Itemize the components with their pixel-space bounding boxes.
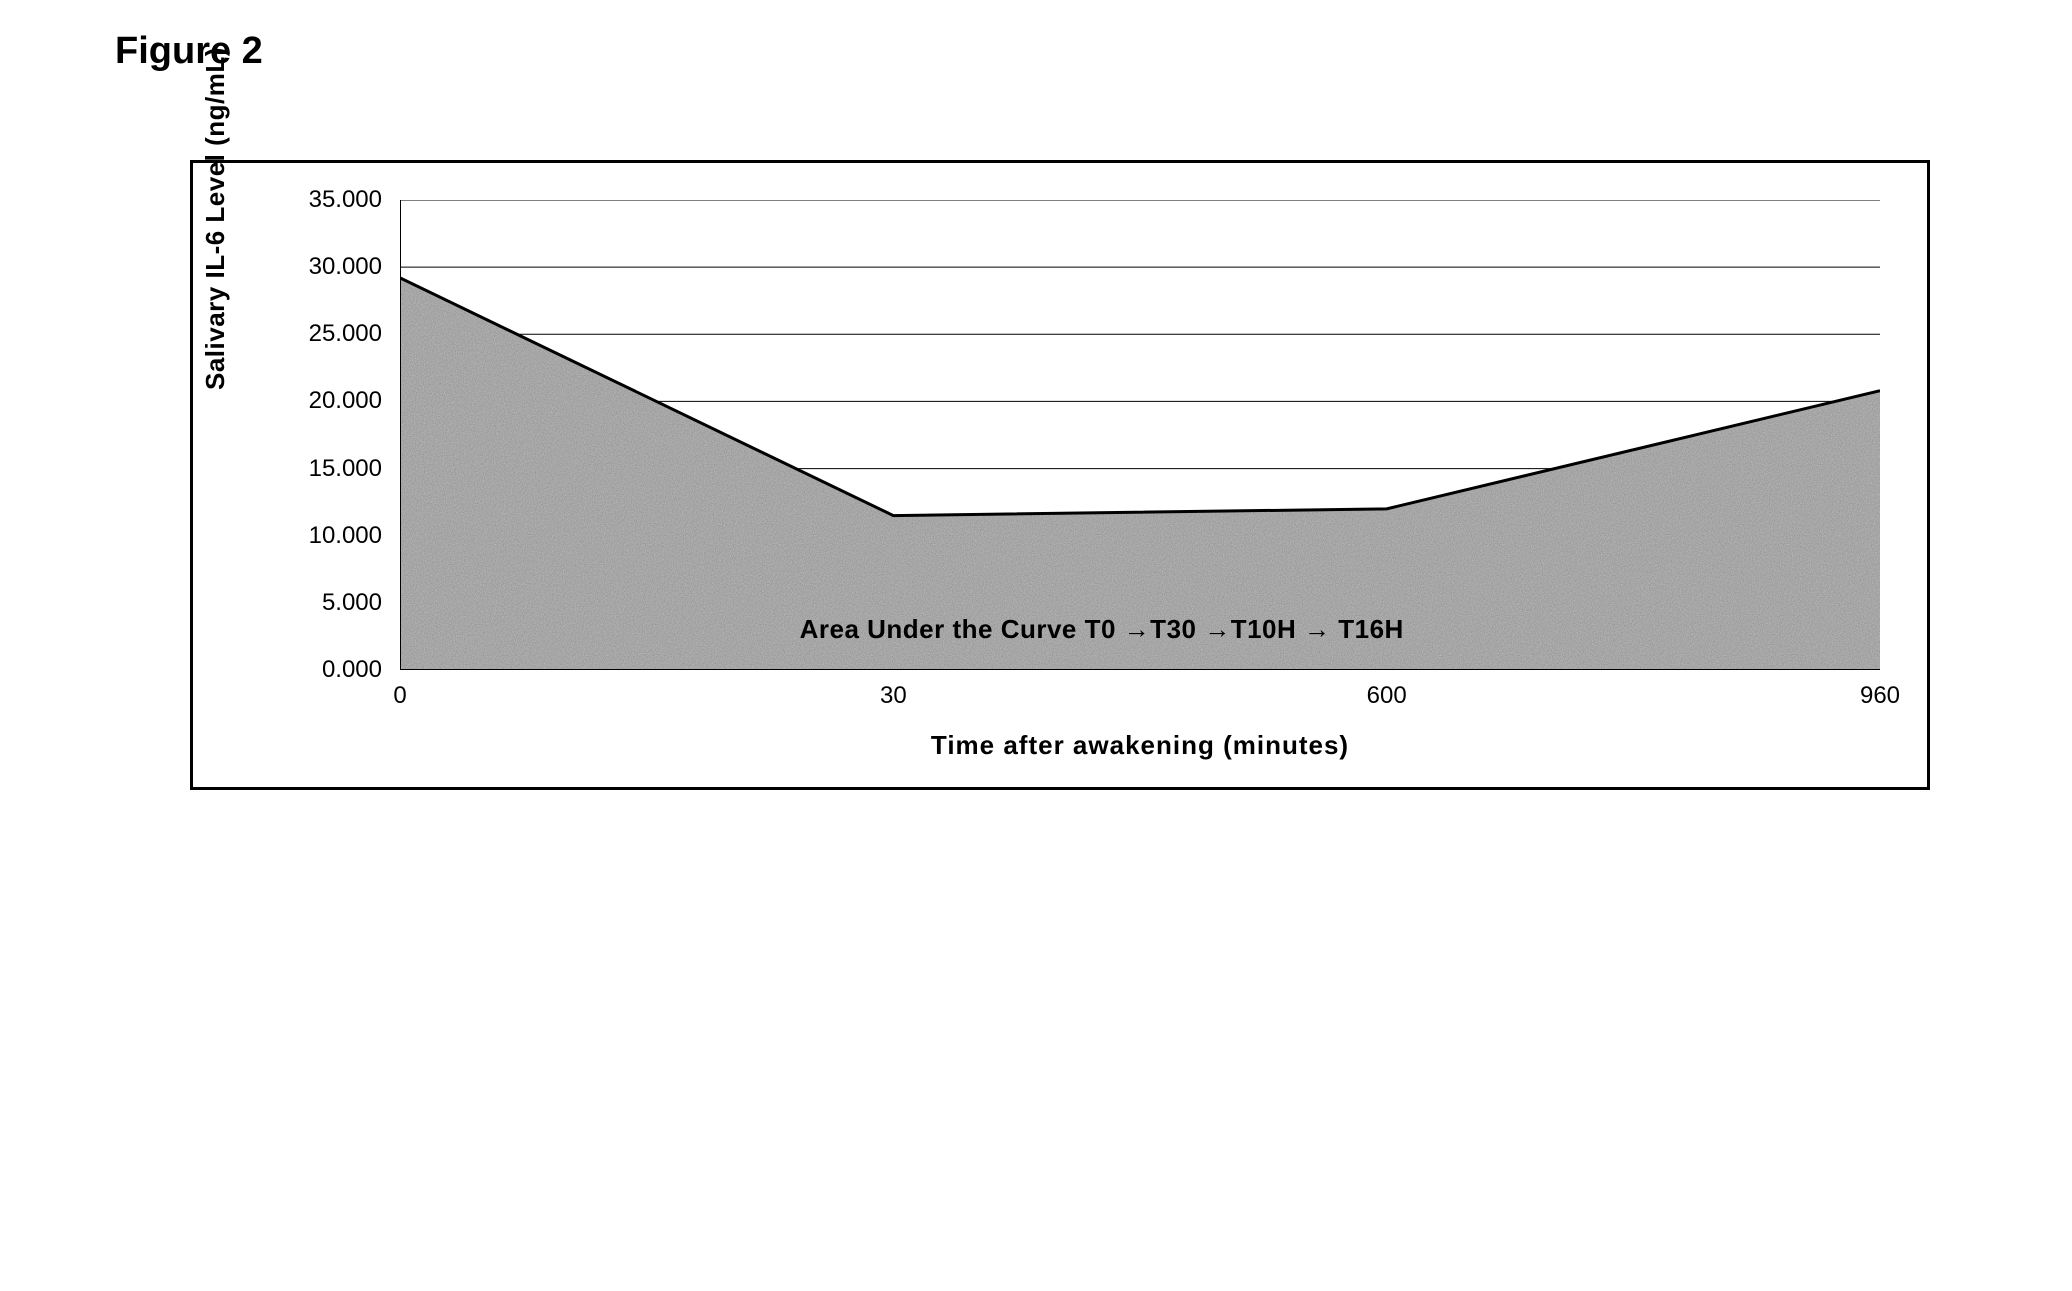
area-fill — [400, 278, 1880, 670]
y-tick-label: 35.000 — [309, 186, 382, 214]
y-axis-label: Salivary IL-6 Level (ng/mL) — [200, 47, 231, 390]
x-tick-label: 960 — [1860, 682, 1900, 710]
area-chart-svg — [400, 200, 1880, 670]
y-tick-label: 30.000 — [309, 253, 382, 281]
y-tick-label: 25.000 — [309, 320, 382, 348]
chart-container — [400, 200, 1880, 670]
auc-annotation: Area Under the Curve T0 →T30 →T10H → T16… — [800, 614, 1404, 645]
figure-title: Figure 2 — [115, 30, 263, 73]
x-axis-label: Time after awakening (minutes) — [400, 730, 1880, 761]
x-tick-label: 0 — [393, 682, 406, 710]
x-tick-label: 30 — [880, 682, 907, 710]
y-tick-label: 15.000 — [309, 455, 382, 483]
y-tick-label: 0.000 — [322, 656, 382, 684]
y-tick-label: 5.000 — [322, 589, 382, 617]
y-tick-label: 20.000 — [309, 387, 382, 415]
x-tick-label: 600 — [1367, 682, 1407, 710]
y-tick-label: 10.000 — [309, 522, 382, 550]
